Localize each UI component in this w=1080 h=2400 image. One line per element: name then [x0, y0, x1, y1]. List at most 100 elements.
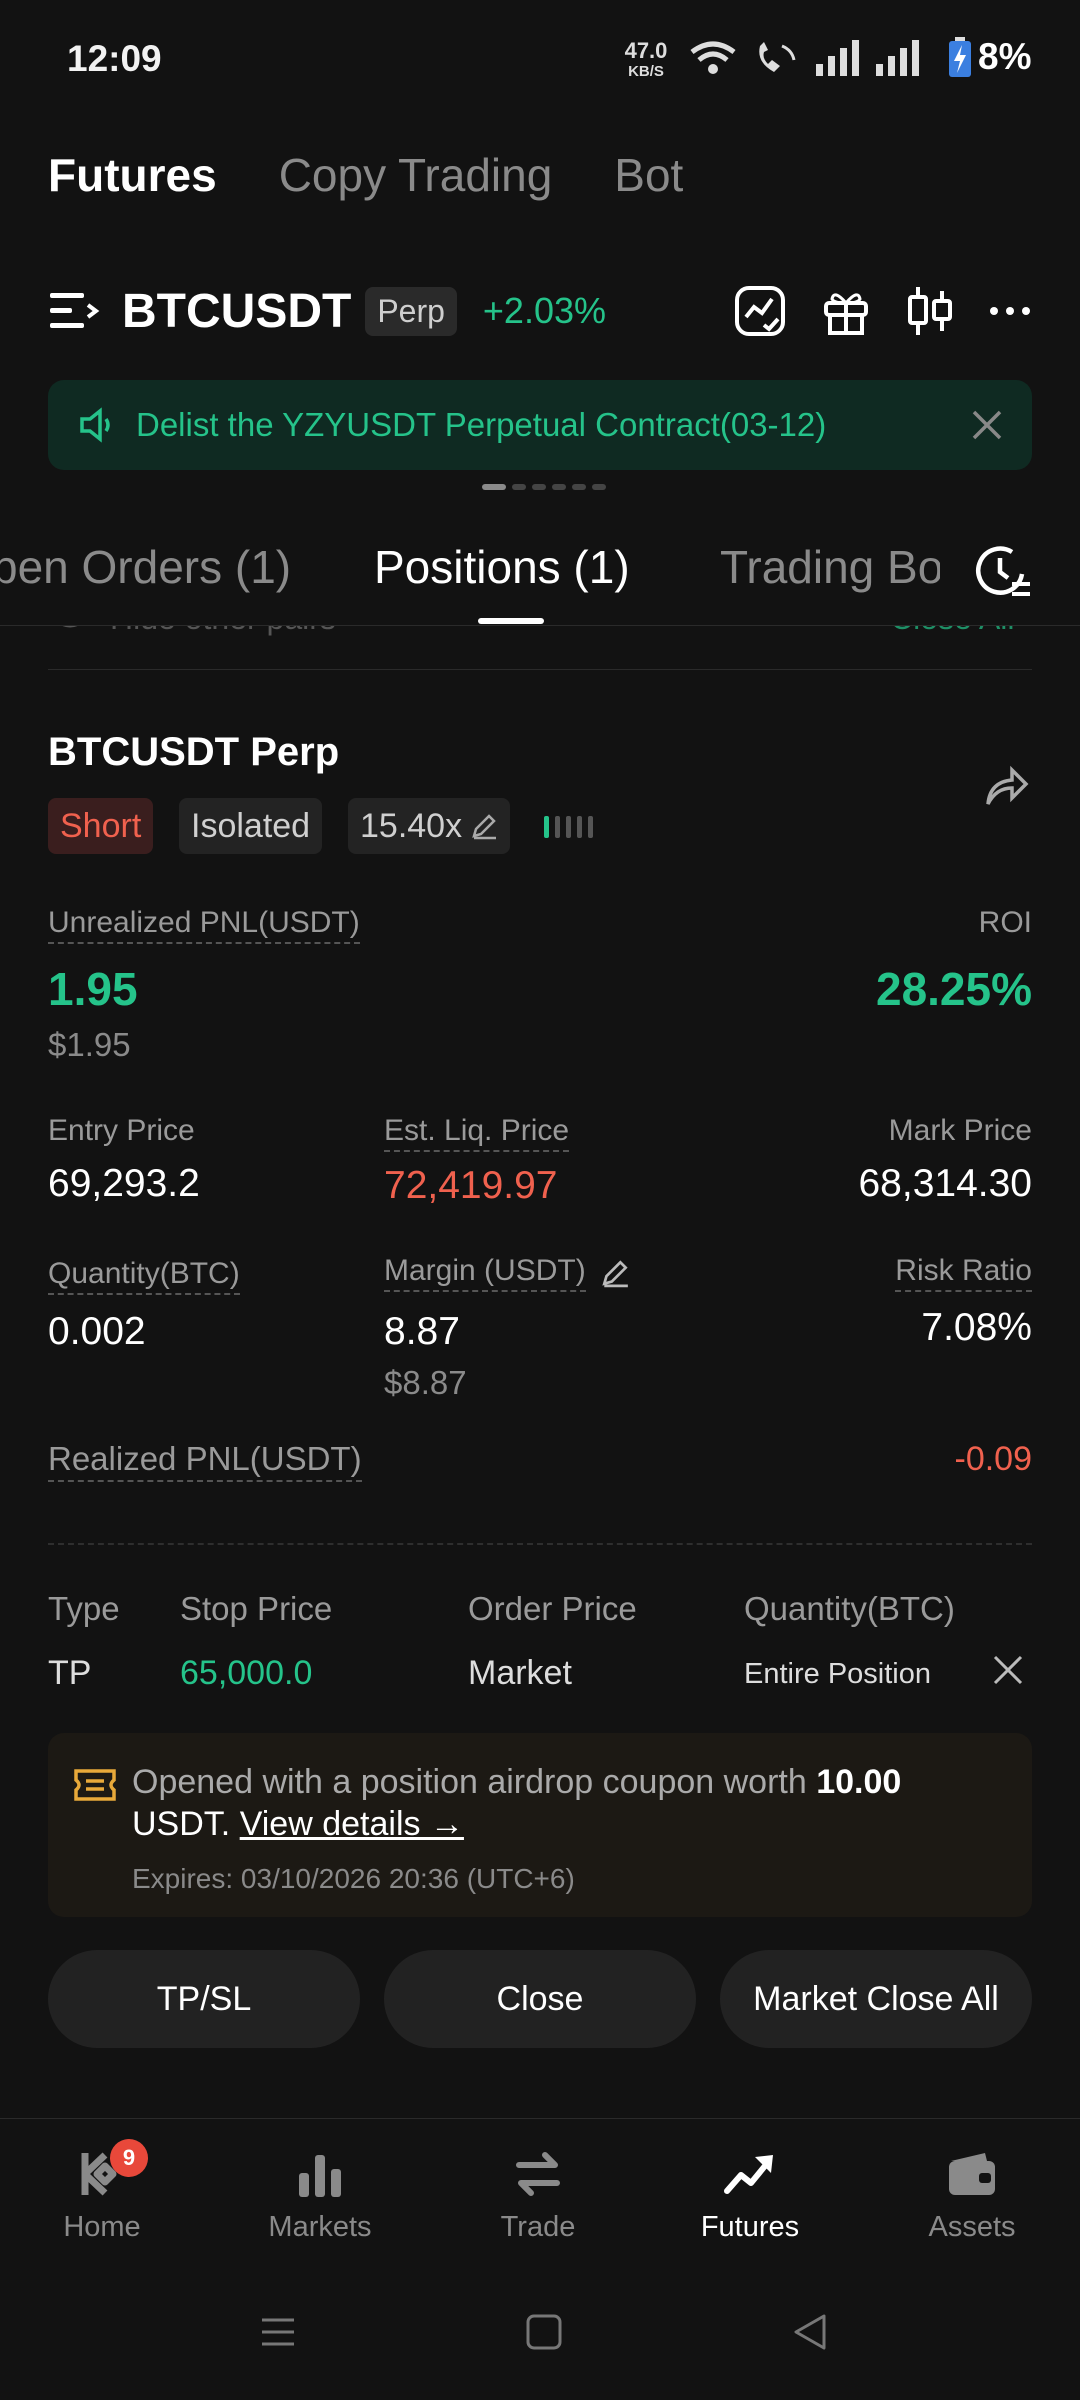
candlestick-icon[interactable]	[906, 285, 954, 337]
home-logo-icon	[81, 2152, 117, 2196]
back-icon[interactable]	[790, 2312, 830, 2352]
top-tab-bot[interactable]: Bot	[614, 149, 684, 201]
market-close-all-button[interactable]: Market Close All	[720, 1950, 1032, 2048]
view-details-link[interactable]: View details →	[239, 1805, 464, 1843]
coupon-expires: Expires: 03/10/2026 20:36 (UTC+6)	[132, 1863, 575, 1894]
level-bar	[577, 816, 582, 838]
tpsl-header-quantity: Quantity(BTC)	[744, 1590, 955, 1627]
page-dot	[482, 484, 506, 490]
leverage-level-bars	[544, 816, 593, 838]
close-icon[interactable]	[970, 408, 1004, 442]
share-icon[interactable]	[984, 764, 1030, 808]
coupon-text-pre: Opened with a position airdrop coupon wo…	[132, 1763, 817, 1801]
price-change: +2.03%	[482, 290, 607, 331]
unrealized-pnl-usd: $1.95	[48, 1026, 131, 1063]
battery-icon	[949, 37, 971, 77]
tab-open-orders[interactable]: pen Orders (1)	[0, 541, 292, 593]
level-bar	[588, 816, 593, 838]
coupon-icon	[74, 1769, 116, 1801]
margin-mode-badge[interactable]: Isolated	[179, 798, 323, 854]
status-bar: 12:09 47.0 KB/S 8%	[0, 0, 1080, 125]
margin-label-group[interactable]: Margin (USDT)	[384, 1254, 630, 1292]
history-icon[interactable]	[972, 540, 1034, 602]
nav-home[interactable]: 9 Home	[22, 2139, 182, 2244]
nav-trade-label: Trade	[500, 2211, 576, 2243]
top-nav: Futures Copy Trading Bot	[48, 148, 683, 202]
top-tab-futures[interactable]: Futures	[48, 149, 217, 201]
liq-price-value: 72,419.97	[384, 1164, 558, 1207]
section-divider	[48, 1543, 1032, 1545]
tpsl-order-price: Market	[468, 1654, 572, 1692]
level-bar	[544, 816, 549, 838]
nav-markets[interactable]: Markets	[240, 2147, 400, 2244]
trade-icon	[516, 2152, 560, 2196]
tpsl-type: TP	[48, 1654, 92, 1692]
coupon-notice: Opened with a position airdrop coupon wo…	[48, 1733, 1032, 1917]
cancel-tpsl-icon[interactable]	[992, 1654, 1024, 1686]
markets-icon	[299, 2155, 341, 2197]
page-dot	[572, 484, 586, 490]
home-button-icon[interactable]	[524, 2312, 564, 2352]
roi-value: 28.25%	[875, 963, 1032, 1015]
nav-trade[interactable]: Trade	[458, 2147, 618, 2244]
signal-1-icon	[816, 40, 859, 76]
recent-apps-icon[interactable]	[258, 2312, 298, 2352]
net-speed-unit: KB/S	[628, 63, 664, 80]
tab-trading-bots[interactable]: Trading Bo	[720, 541, 940, 593]
battery: 8%	[948, 36, 1031, 78]
leverage-value: 15.40x	[360, 806, 463, 845]
tpsl-header-type: Type	[48, 1590, 120, 1627]
close-button[interactable]: Close	[384, 1950, 696, 2048]
status-time: 12:09	[67, 38, 162, 79]
net-speed: 47.0 KB/S	[616, 40, 676, 82]
bottom-nav: 9 Home Markets Trade Futures Assets	[0, 2118, 1080, 2290]
page-dot	[552, 484, 566, 490]
futures-icon	[724, 2155, 773, 2194]
level-bar	[566, 816, 571, 838]
coupon-unit: USDT.	[132, 1805, 231, 1843]
page-dot	[592, 484, 606, 490]
risk-ratio-label[interactable]: Risk Ratio	[895, 1254, 1032, 1292]
symbol-name[interactable]: BTCUSDT	[122, 284, 352, 338]
wifi-call-icon	[759, 42, 796, 72]
chart-analysis-icon[interactable]	[734, 285, 786, 337]
symbol-header: BTCUSDT Perp +2.03%	[48, 278, 1032, 344]
top-tab-copy-trading[interactable]: Copy Trading	[278, 149, 553, 201]
gift-icon[interactable]	[820, 285, 872, 337]
nav-futures[interactable]: Futures	[670, 2147, 830, 2244]
roi-label: ROI	[978, 906, 1032, 939]
unrealized-pnl-value: 1.95	[48, 963, 138, 1015]
tpsl-button[interactable]: TP/SL	[48, 1950, 360, 2048]
nav-assets-label: Assets	[928, 2211, 1016, 2243]
speaker-icon	[80, 407, 110, 443]
mark-price-value: 68,314.30	[858, 1162, 1032, 1205]
realized-pnl-value: -0.09	[954, 1440, 1033, 1478]
tpsl-quantity: Entire Position	[744, 1658, 931, 1690]
risk-ratio-value: 7.08%	[921, 1306, 1032, 1349]
leverage-badge[interactable]: 15.40x	[348, 798, 511, 854]
margin-label: Margin (USDT)	[384, 1254, 586, 1292]
announcement-text[interactable]: Delist the YZYUSDT Perpetual Contract(03…	[136, 406, 827, 443]
tab-positions[interactable]: Positions (1)	[374, 541, 630, 593]
quantity-value: 0.002	[48, 1310, 146, 1353]
position-name: BTCUSDT Perp	[48, 730, 340, 774]
edit-margin-icon[interactable]	[600, 1258, 630, 1288]
tpsl-header-order-price: Order Price	[468, 1590, 637, 1627]
wifi-icon	[690, 41, 736, 74]
nav-assets[interactable]: Assets	[892, 2147, 1052, 2244]
level-bar	[555, 816, 560, 838]
more-icon[interactable]	[988, 305, 1032, 317]
liq-price-label[interactable]: Est. Liq. Price	[384, 1114, 570, 1152]
coupon-text: Opened with a position airdrop coupon wo…	[132, 1761, 1012, 1845]
status-icons	[688, 40, 922, 76]
menu-icon[interactable]	[48, 289, 100, 333]
entry-price-label: Entry Price	[48, 1114, 195, 1147]
margin-usd: $8.87	[384, 1364, 467, 1401]
realized-pnl-label[interactable]: Realized PNL(USDT)	[48, 1440, 362, 1482]
signal-2-icon	[876, 40, 919, 76]
edit-icon	[472, 814, 497, 840]
quantity-label[interactable]: Quantity(BTC)	[48, 1257, 240, 1295]
announcement-banner[interactable]: Delist the YZYUSDT Perpetual Contract(03…	[48, 380, 1032, 470]
nav-futures-label: Futures	[700, 2211, 800, 2243]
unrealized-pnl-label[interactable]: Unrealized PNL(USDT)	[48, 906, 360, 944]
